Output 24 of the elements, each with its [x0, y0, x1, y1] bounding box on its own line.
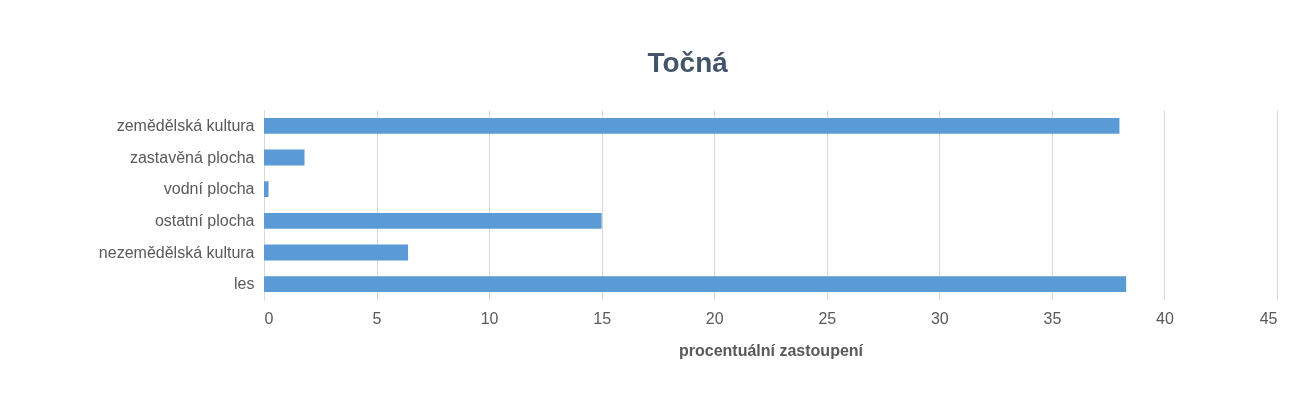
- x-tick-label: 0: [264, 309, 274, 327]
- y-tick-label: nezemědělská kultura: [98, 243, 255, 261]
- y-tick-label: ostatní plocha: [154, 211, 255, 229]
- x-tick-label: 40: [1156, 309, 1174, 327]
- y-tick-label: les: [234, 275, 255, 293]
- x-tick-label: 5: [372, 309, 382, 327]
- bar: [264, 276, 1127, 293]
- bar: [264, 212, 602, 229]
- bar: [264, 244, 409, 261]
- y-tick-label: zemědělská kultura: [116, 116, 255, 134]
- x-tick-label: 10: [480, 309, 499, 327]
- bar: [264, 117, 1120, 134]
- x-tick-label: 25: [818, 309, 837, 327]
- bar: [264, 149, 305, 166]
- x-tick-label: 45: [1259, 309, 1278, 327]
- x-axis-title: procentuální zastoupení: [678, 341, 864, 359]
- x-tick-label: 35: [1043, 309, 1062, 327]
- x-tick-label: 30: [930, 309, 949, 327]
- bar: [264, 181, 269, 198]
- x-tick-label: 15: [593, 309, 612, 327]
- y-tick-label: zastavěná plocha: [129, 148, 255, 166]
- x-tick-label: 20: [705, 309, 724, 327]
- chart-title: Točná: [647, 47, 729, 78]
- y-tick-label: vodní plocha: [163, 180, 255, 198]
